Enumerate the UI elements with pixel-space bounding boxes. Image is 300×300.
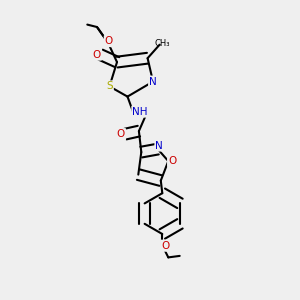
Text: CH₃: CH₃	[154, 39, 170, 48]
Text: NH: NH	[132, 106, 148, 117]
Text: O: O	[105, 36, 113, 46]
Text: O: O	[93, 50, 101, 60]
Text: O: O	[161, 241, 170, 251]
Text: O: O	[117, 129, 125, 139]
Text: N: N	[149, 76, 157, 87]
Text: O: O	[168, 156, 176, 166]
Text: N: N	[155, 140, 163, 151]
Text: S: S	[106, 81, 113, 92]
